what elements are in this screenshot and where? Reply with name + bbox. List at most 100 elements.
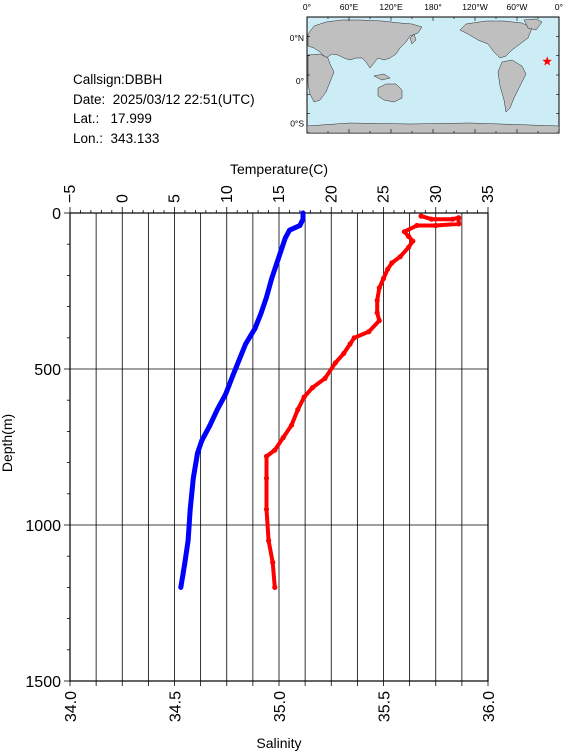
continent-africa xyxy=(307,53,335,103)
salinity-data-point xyxy=(456,215,462,221)
map-lat-label: 60°N xyxy=(290,33,304,43)
temperature-data-point xyxy=(264,294,269,300)
temperature-data-point xyxy=(230,372,236,378)
continent-asia-europe xyxy=(307,19,423,69)
temperature-tick-label: 15 xyxy=(271,185,288,203)
salinity-data-point xyxy=(263,453,270,459)
salinity-tick-labels: 34.0 34.5 35.0 35.5 36.0 xyxy=(63,691,498,722)
temperature-data-point xyxy=(278,248,284,253)
temperature-tick-label: 5 xyxy=(167,194,184,203)
salinity-data-point xyxy=(429,216,435,222)
date-row: Date: 2025/03/12 22:51(UTC) xyxy=(73,90,255,110)
temperature-data-point xyxy=(243,341,249,347)
lon-value: 343.133 xyxy=(110,130,160,146)
temperature-data-point xyxy=(223,391,229,397)
salinity-data-point xyxy=(456,221,462,227)
salinity-data-point xyxy=(301,394,307,400)
lon-label: Lon.: xyxy=(73,130,104,146)
station-info: Callsign:DBBH Date: 2025/03/12 22:51(UTC… xyxy=(73,70,255,148)
salinity-data-point xyxy=(270,559,276,565)
station-marker-icon xyxy=(542,56,552,66)
salinity-data-point xyxy=(351,335,357,341)
map-longitude-labels: 0° 60°E 120°E 180° 120°W 60°W 0° xyxy=(303,2,563,12)
island-indonesia xyxy=(373,73,391,81)
temperature-tick-label: −5 xyxy=(62,185,79,203)
temperature-tick-label: 30 xyxy=(428,185,445,203)
salinity-profile-line xyxy=(264,214,461,590)
location-map: 0° 60°E 120°E 180° 120°W 60°W 0° 60°N 0° 60°S xyxy=(285,0,564,150)
salinity-tick-label: 35.0 xyxy=(272,691,289,722)
profile-chart: −5 0 5 10 15 20 25 30 35 34.0 34.5 35.0 35.5 36.0 05… xyxy=(0,161,498,751)
salinity-tick-label: 36.0 xyxy=(481,691,498,722)
salinity-data-point xyxy=(366,329,372,335)
salinity-data-point xyxy=(418,213,424,219)
salinity-data-point xyxy=(374,310,380,316)
salinity-data-point xyxy=(272,584,278,590)
salinity-data-point xyxy=(263,475,270,481)
temperature-data-point xyxy=(287,227,292,233)
temperature-data-point xyxy=(178,585,184,590)
callsign-text: Callsign:DBBH xyxy=(73,72,163,87)
map-landmasses xyxy=(306,18,560,134)
depth-axis-label: Depth(m) xyxy=(0,414,15,472)
map-lon-label: 0° xyxy=(555,2,563,12)
salinity-data-point xyxy=(376,285,382,291)
salinity-data-point xyxy=(401,229,407,235)
salinity-data-point xyxy=(374,297,380,303)
salinity-data-point xyxy=(380,275,387,282)
depth-tick-label: 1500 xyxy=(25,674,61,691)
temperature-data-point xyxy=(180,572,186,578)
chart-series xyxy=(178,210,462,590)
salinity-data-point xyxy=(449,216,456,222)
salinity-data-point xyxy=(389,260,395,266)
salinity-data-point xyxy=(347,341,353,347)
depth-tick-label: 500 xyxy=(34,362,61,379)
salinity-tick-label: 34.5 xyxy=(168,691,185,722)
temperature-data-point xyxy=(300,216,306,222)
temperature-tick-label: 20 xyxy=(323,185,340,203)
map-ticks xyxy=(306,16,560,134)
map-lon-label: 120°E xyxy=(379,2,403,12)
salinity-data-point xyxy=(414,222,420,229)
temperature-data-point xyxy=(297,223,303,228)
map-lat-label: 0° xyxy=(296,76,304,86)
depth-tick-label: 1000 xyxy=(25,518,61,535)
salinity-data-point xyxy=(280,435,286,441)
temperature-data-point xyxy=(195,450,200,456)
salinity-data-point xyxy=(322,375,328,381)
continent-australia xyxy=(377,83,403,103)
lat-value: 17.999 xyxy=(110,111,152,126)
temperature-tick-label: 25 xyxy=(376,185,393,203)
temperature-data-point xyxy=(269,276,275,281)
map-lon-label: 60°E xyxy=(340,2,359,12)
lat-row: Lat.: 17.999 xyxy=(73,109,255,129)
map-latitude-labels: 60°N 0° 60°S xyxy=(285,33,304,129)
salinity-data-point xyxy=(288,422,295,428)
continent-greenland xyxy=(523,18,543,31)
temperature-data-point xyxy=(214,407,220,412)
temperature-data-point xyxy=(182,560,188,565)
temperature-data-point xyxy=(274,260,280,266)
date-value: 2025/03/12 22:51(UTC) xyxy=(112,91,255,107)
temperature-data-point xyxy=(207,422,213,428)
salinity-data-point xyxy=(385,266,391,272)
temperature-tick-labels: −5 0 5 10 15 20 25 30 35 xyxy=(62,185,497,203)
salinity-data-point xyxy=(406,233,412,239)
salinity-data-point xyxy=(263,506,270,512)
temperature-data-point xyxy=(252,326,258,331)
salinity-axis-label: Salinity xyxy=(256,735,301,751)
continent-south-america xyxy=(497,59,527,113)
salinity-data-point xyxy=(410,238,416,244)
salinity-data-point xyxy=(433,222,439,229)
temperature-data-point xyxy=(199,438,205,444)
date-label: Date: xyxy=(73,91,106,107)
temperature-data-point xyxy=(258,310,264,316)
temperature-profile-line xyxy=(178,210,306,590)
temperature-tick-label: 10 xyxy=(219,185,236,203)
axis-ticks xyxy=(64,207,489,686)
salinity-data-point xyxy=(266,538,272,544)
salinity-data-point xyxy=(309,385,315,391)
temperature-data-point xyxy=(187,507,193,512)
temperature-data-point xyxy=(236,357,242,362)
salinity-tick-label: 34.0 xyxy=(63,691,80,722)
